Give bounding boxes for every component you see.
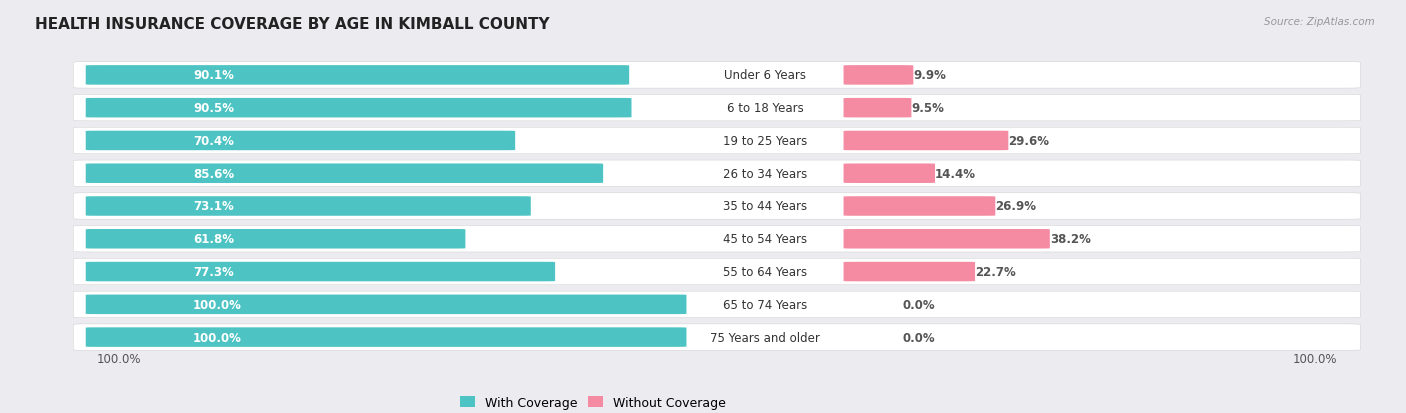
Text: 45 to 54 Years: 45 to 54 Years [723, 233, 807, 246]
Text: 100.0%: 100.0% [1292, 352, 1337, 365]
Text: Source: ZipAtlas.com: Source: ZipAtlas.com [1264, 17, 1375, 26]
FancyBboxPatch shape [844, 230, 1050, 249]
Text: Under 6 Years: Under 6 Years [724, 69, 806, 82]
FancyBboxPatch shape [86, 295, 686, 314]
Text: 90.1%: 90.1% [193, 69, 233, 82]
FancyBboxPatch shape [86, 99, 631, 118]
Text: HEALTH INSURANCE COVERAGE BY AGE IN KIMBALL COUNTY: HEALTH INSURANCE COVERAGE BY AGE IN KIMB… [35, 17, 550, 31]
FancyBboxPatch shape [844, 197, 995, 216]
Text: 22.7%: 22.7% [976, 266, 1015, 278]
FancyBboxPatch shape [844, 99, 911, 118]
Text: 73.1%: 73.1% [193, 200, 233, 213]
FancyBboxPatch shape [844, 131, 1008, 151]
Text: 65 to 74 Years: 65 to 74 Years [723, 298, 807, 311]
Text: 26.9%: 26.9% [995, 200, 1036, 213]
Text: 38.2%: 38.2% [1050, 233, 1091, 246]
FancyBboxPatch shape [73, 292, 1360, 318]
Text: 90.5%: 90.5% [193, 102, 235, 115]
Legend: With Coverage, Without Coverage: With Coverage, Without Coverage [456, 391, 731, 413]
Text: 100.0%: 100.0% [193, 298, 242, 311]
Text: 9.9%: 9.9% [914, 69, 946, 82]
Text: 55 to 64 Years: 55 to 64 Years [723, 266, 807, 278]
Text: 26 to 34 Years: 26 to 34 Years [723, 167, 807, 180]
Text: 61.8%: 61.8% [193, 233, 235, 246]
Text: 75 Years and older: 75 Years and older [710, 331, 820, 344]
FancyBboxPatch shape [73, 259, 1360, 285]
FancyBboxPatch shape [844, 66, 914, 85]
FancyBboxPatch shape [844, 164, 935, 183]
Text: 100.0%: 100.0% [97, 352, 141, 365]
FancyBboxPatch shape [844, 262, 976, 282]
FancyBboxPatch shape [86, 230, 465, 249]
FancyBboxPatch shape [73, 95, 1360, 121]
FancyBboxPatch shape [73, 193, 1360, 220]
Text: 29.6%: 29.6% [1008, 135, 1049, 147]
FancyBboxPatch shape [73, 128, 1360, 154]
FancyBboxPatch shape [86, 164, 603, 183]
Text: 100.0%: 100.0% [193, 331, 242, 344]
Text: 0.0%: 0.0% [903, 298, 935, 311]
FancyBboxPatch shape [86, 262, 555, 282]
Text: 6 to 18 Years: 6 to 18 Years [727, 102, 803, 115]
Text: 35 to 44 Years: 35 to 44 Years [723, 200, 807, 213]
FancyBboxPatch shape [86, 328, 686, 347]
Text: 85.6%: 85.6% [193, 167, 235, 180]
Text: 0.0%: 0.0% [903, 331, 935, 344]
FancyBboxPatch shape [86, 66, 628, 85]
FancyBboxPatch shape [86, 131, 515, 151]
Text: 14.4%: 14.4% [935, 167, 976, 180]
FancyBboxPatch shape [73, 324, 1360, 350]
Text: 77.3%: 77.3% [193, 266, 233, 278]
Text: 70.4%: 70.4% [193, 135, 233, 147]
FancyBboxPatch shape [86, 197, 531, 216]
FancyBboxPatch shape [73, 63, 1360, 89]
Text: 19 to 25 Years: 19 to 25 Years [723, 135, 807, 147]
FancyBboxPatch shape [73, 161, 1360, 187]
Text: 9.5%: 9.5% [911, 102, 945, 115]
FancyBboxPatch shape [73, 226, 1360, 252]
